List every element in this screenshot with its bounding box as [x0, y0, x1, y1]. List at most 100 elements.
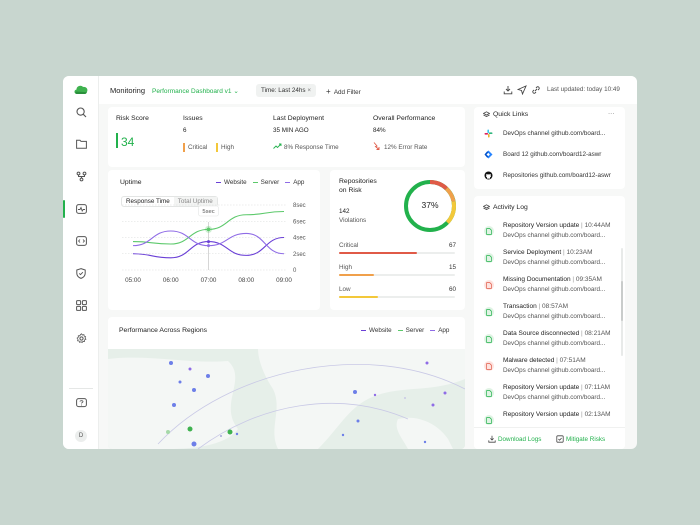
alert-file-icon: [484, 361, 494, 371]
legend-server[interactable]: Server: [252, 179, 280, 186]
y-tick-label: 8sec: [293, 203, 306, 209]
file-check-icon: [484, 253, 494, 263]
quick-link-item[interactable]: Board 12 github.com/board12-aswr: [484, 150, 617, 162]
activity-log-item[interactable]: Repository Version update | 07:11AM DevOp…: [484, 384, 617, 406]
activity-log-item[interactable]: Service Deployment | 10:23AM DevOps chann…: [484, 249, 617, 271]
regions-legend-app-swatch: [430, 329, 436, 332]
regions-map[interactable]: [108, 349, 465, 449]
download-logs-icon: [488, 435, 496, 445]
repo-row-label: Critical: [339, 242, 359, 249]
shield-icon[interactable]: [72, 264, 90, 282]
download-logs-button[interactable]: Download Logs: [498, 436, 542, 443]
dashboard-selector[interactable]: Performance Dashboard v1 ⌄: [152, 87, 239, 95]
folder-icon[interactable]: [72, 135, 90, 153]
regions-card: Performance Across Regions Website Serve…: [108, 317, 465, 449]
x-tick-label: 09:00: [276, 277, 292, 284]
tab-response-time[interactable]: Response Time: [126, 198, 170, 205]
help-icon[interactable]: [72, 394, 90, 412]
alert-file-icon: [484, 280, 494, 290]
repo-row-value: 60: [448, 286, 456, 293]
y-tick-label: 2sec: [293, 252, 306, 258]
link-icon[interactable]: [531, 85, 541, 95]
monitor-icon[interactable]: [72, 200, 90, 218]
overall-performance-label: Overall Performance: [373, 115, 436, 122]
activity-log-time: 09:35AM: [575, 276, 602, 283]
hover-point-server[interactable]: [206, 227, 211, 232]
trend-up-icon: [273, 143, 282, 151]
dashboard-selector-label: Performance Dashboard v1: [152, 88, 232, 95]
critical-marker: [183, 143, 185, 152]
hover-point-website[interactable]: [207, 240, 210, 244]
avatar[interactable]: D: [72, 427, 90, 445]
search-icon[interactable]: [72, 103, 90, 121]
activity-log-item[interactable]: Data Source disconnected | 08:21AM DevOps…: [484, 330, 617, 352]
network-icon[interactable]: [72, 167, 90, 185]
plus-icon: +: [326, 87, 331, 96]
legend-website[interactable]: Website: [216, 179, 247, 186]
quick-links-title: Quick Links: [493, 111, 529, 118]
file-check-icon: [484, 334, 494, 344]
cloud-logo-icon[interactable]: [72, 80, 90, 98]
activity-log-item[interactable]: Transaction | 08:57AM DevOps channel gith…: [484, 303, 617, 325]
activity-log-time: 08:21AM: [584, 330, 611, 337]
activity-log-title: Service Deployment | 10:23AM: [503, 249, 593, 256]
mitigate-risks-button[interactable]: Mitigate Risks: [566, 436, 606, 443]
activity-log-separator: |: [579, 384, 585, 391]
risk-score-value: 34: [121, 135, 135, 149]
top-bar: Monitoring Performance Dashboard v1 ⌄ Ti…: [99, 76, 637, 104]
add-filter-button[interactable]: + Add Filter: [326, 87, 361, 96]
file-check-icon: [484, 307, 494, 317]
critical-label: Critical: [188, 144, 208, 151]
regions-legend-server[interactable]: Server: [397, 327, 425, 334]
activity-log-separator: |: [579, 411, 585, 418]
uptime-chart: 8sec 6sec 4sec 2sec 0 05:00 06:00 07:00 08:00 09:…: [122, 203, 306, 284]
uptime-card: Uptime Website Server App Response Time …: [108, 170, 320, 310]
activity-scroll-thumb[interactable]: [621, 281, 623, 321]
repo-row-value: 67: [448, 242, 456, 249]
repos-title-line2: on Risk: [339, 187, 362, 194]
download-icon[interactable]: [503, 85, 513, 95]
page-title: Monitoring: [110, 86, 146, 95]
quick-link-item[interactable]: Repositories github.com/board12-aswr: [484, 171, 617, 183]
file-check-icon: [484, 388, 494, 398]
repos-count-label: Violations: [339, 217, 367, 224]
tooltip-text: 5sec: [202, 209, 214, 215]
risk-score-accent: [116, 133, 118, 148]
activity-log-item[interactable]: Missing Documentation | 09:35AM DevOps ch…: [484, 276, 617, 298]
regions-legend-website-swatch: [361, 329, 366, 332]
quick-link-item[interactable]: DevOps channel github.com/board...: [484, 129, 617, 141]
activity-log-time: 10:44AM: [584, 222, 611, 229]
regions-legend-app[interactable]: App: [430, 327, 449, 334]
activity-log-desc: DevOps channel github.com/board...: [503, 340, 606, 347]
regions-legend-website-label: Website: [369, 327, 392, 334]
activity-log-item[interactable]: Repository Version update | 10:44AM DevOp…: [484, 222, 617, 244]
high-label: High: [221, 144, 234, 151]
activity-log-item[interactable]: Malware detected | 07:51AM DevOps channel…: [484, 357, 617, 379]
high-marker: [216, 143, 218, 152]
activity-log-item[interactable]: Repository Version update | 02:13AM: [484, 411, 617, 433]
activity-log-time: 07:11AM: [584, 384, 611, 391]
sidebar: D: [63, 76, 99, 449]
tab-total-uptime[interactable]: Total Uptime: [173, 197, 217, 206]
activity-log-title: Repository Version update | 02:13AM: [503, 411, 611, 418]
grid-icon[interactable]: [72, 296, 90, 314]
settings-icon[interactable]: [72, 329, 90, 347]
y-tick-label: 6sec: [293, 219, 306, 225]
slack-icon: [484, 129, 493, 140]
hover-point-app[interactable]: [207, 244, 210, 248]
layers-icon: [482, 111, 491, 120]
repos-count: 142: [339, 208, 350, 215]
time-filter-chip[interactable]: Time: Last 24hs ×: [256, 84, 317, 97]
code-icon[interactable]: [72, 232, 90, 250]
legend-server-label: Server: [260, 179, 280, 186]
more-options-button[interactable]: ···: [608, 110, 615, 117]
issues-label: Issues: [183, 115, 203, 122]
legend-app[interactable]: App: [285, 179, 304, 186]
quick-link-text: Repositories github.com/board12-aswr: [503, 172, 611, 179]
close-icon[interactable]: ×: [307, 87, 312, 94]
sidebar-divider: [69, 388, 93, 389]
response-time-detail: 8% Response Time: [284, 144, 339, 151]
regions-legend-website[interactable]: Website: [361, 327, 392, 334]
send-icon[interactable]: [516, 85, 527, 96]
regions-legend-server-label: Server: [405, 327, 425, 334]
